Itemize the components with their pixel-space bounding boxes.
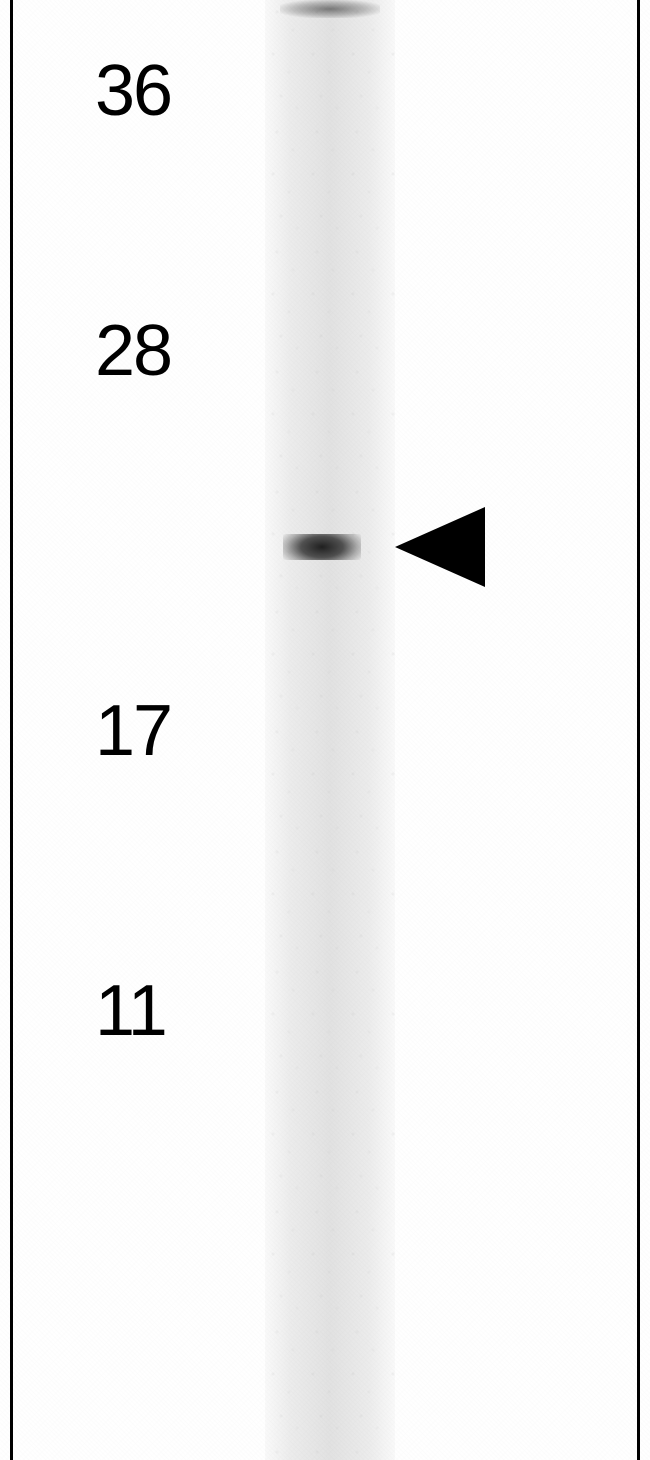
blot-lane [265, 0, 395, 1460]
lane-top-smudge [280, 0, 380, 18]
marker-label-11: 11 [95, 970, 166, 1052]
marker-label-28: 28 [95, 310, 171, 392]
marker-label-17: 17 [95, 690, 171, 772]
band-pointer-arrow-icon [395, 507, 485, 587]
marker-label-36: 36 [95, 50, 171, 132]
detected-band [283, 534, 361, 560]
